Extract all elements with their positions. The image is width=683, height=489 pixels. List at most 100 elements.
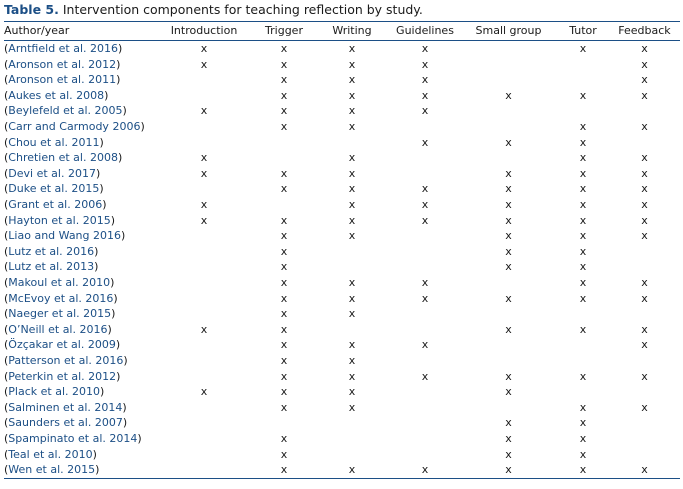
citation-link[interactable]: Lutz et al. 2016 <box>8 244 95 258</box>
component-cell: x <box>390 41 460 57</box>
column-header-small-group: Small group <box>460 21 557 41</box>
component-mark: x <box>280 431 288 445</box>
citation-link[interactable]: Saunders et al. 2007 <box>8 416 123 430</box>
component-cell <box>390 322 460 338</box>
component-mark: x <box>579 431 587 445</box>
citation-link[interactable]: Chou et al. 2011 <box>8 135 100 149</box>
component-mark: x <box>421 57 429 71</box>
citation-link[interactable]: Makoul et al. 2010 <box>8 276 111 289</box>
citation-link[interactable]: Salminen et al. 2014 <box>8 400 123 414</box>
component-cell <box>390 415 460 431</box>
study-citation: (Lutz et al. 2013) <box>4 260 99 274</box>
component-mark: x <box>579 416 587 430</box>
component-mark: x <box>505 447 512 461</box>
citation-link[interactable]: Patterson et al. 2016 <box>8 353 124 367</box>
component-mark: x <box>579 229 587 243</box>
citation-link[interactable]: Wen et al. 2015 <box>8 463 96 477</box>
component-mark: x <box>641 229 648 243</box>
component-cell: x <box>609 400 680 416</box>
component-mark: x <box>348 385 356 399</box>
component-cell <box>609 103 680 119</box>
citation-link[interactable]: Arntfield et al. 2016 <box>8 42 119 56</box>
component-cell: x <box>254 166 314 182</box>
component-cell: x <box>557 244 609 260</box>
component-mark: x <box>579 276 587 289</box>
component-mark: x <box>280 57 288 71</box>
study-citation: (O’Neill et al. 2016) <box>4 322 112 336</box>
component-mark: x <box>280 447 288 461</box>
study-citation: (Chou et al. 2011) <box>4 135 104 149</box>
component-mark: x <box>348 57 356 71</box>
citation-link[interactable]: Naeger et al. 2015 <box>8 307 112 321</box>
component-cell: x <box>609 462 680 479</box>
component-cell: x <box>154 57 254 73</box>
citation-link[interactable]: Aronson et al. 2012 <box>8 57 117 71</box>
component-mark: x <box>505 182 512 196</box>
component-mark: x <box>505 260 512 274</box>
citation-link[interactable]: Aronson et al. 2011 <box>8 73 117 87</box>
component-cell: x <box>460 88 557 104</box>
citation-link[interactable]: Beylefeld et al. 2005 <box>8 104 123 118</box>
component-mark: x <box>421 73 429 87</box>
citation-link[interactable]: Devi et al. 2017 <box>8 166 96 180</box>
component-cell: x <box>314 337 390 353</box>
study-citation: (Naeger et al. 2015) <box>4 307 116 321</box>
component-mark: x <box>579 369 587 383</box>
component-mark: x <box>280 338 288 352</box>
table-row: (Chretien et al. 2008) x x x x <box>4 150 680 166</box>
citation-link[interactable]: Aukes et al. 2008 <box>8 88 105 102</box>
component-cell <box>557 337 609 353</box>
component-cell <box>557 57 609 73</box>
component-cell: x <box>609 181 680 197</box>
table-header-row: Author/year Introduction Trigger Writing Gui… <box>4 21 680 41</box>
citation-link[interactable]: Özçakar et al. 2009 <box>8 338 116 352</box>
citation-link[interactable]: Spampinato et al. 2014 <box>8 431 138 445</box>
component-cell <box>557 384 609 400</box>
component-mark: x <box>505 213 512 227</box>
component-cell: x <box>557 119 609 135</box>
component-mark: x <box>579 447 587 461</box>
citation-link[interactable]: Lutz et al. 2013 <box>8 260 95 274</box>
citation-link[interactable]: Teal et al. 2010 <box>8 447 93 461</box>
citation-link[interactable]: Liao and Wang 2016 <box>8 229 121 243</box>
citation-link[interactable]: Chretien et al. 2008 <box>8 151 118 165</box>
citation-link[interactable]: Plack et al. 2010 <box>8 385 101 399</box>
component-cell: x <box>390 88 460 104</box>
citation-link[interactable]: O’Neill et al. 2016 <box>8 322 108 336</box>
table-row: (Aukes et al. 2008) x x x x x x <box>4 88 680 104</box>
component-cell: x <box>254 72 314 88</box>
component-mark: x <box>505 135 512 149</box>
study-citation: (Hayton et al. 2015) <box>4 213 115 227</box>
component-cell: x <box>460 259 557 275</box>
component-mark: x <box>421 291 429 305</box>
component-mark: x <box>579 135 587 149</box>
component-mark: x <box>280 229 288 243</box>
component-cell: x <box>154 150 254 166</box>
component-cell: x <box>390 57 460 73</box>
component-cell: x <box>390 337 460 353</box>
component-mark: x <box>280 104 288 118</box>
citation-link[interactable]: Hayton et al. 2015 <box>8 213 111 227</box>
component-mark: x <box>505 198 512 212</box>
component-mark: x <box>348 338 356 352</box>
component-mark: x <box>280 42 288 56</box>
component-cell: x <box>609 368 680 384</box>
citation-link[interactable]: Grant et al. 2006 <box>8 198 103 212</box>
component-cell <box>460 306 557 322</box>
component-cell <box>460 353 557 369</box>
component-cell: x <box>154 41 254 57</box>
component-cell <box>154 306 254 322</box>
component-mark: x <box>641 42 648 56</box>
component-cell <box>154 88 254 104</box>
component-cell: x <box>557 400 609 416</box>
citation-link[interactable]: Carr and Carmody 2006 <box>8 120 141 134</box>
component-mark: x <box>348 369 356 383</box>
component-cell: x <box>254 291 314 307</box>
table-header: Author/year Introduction Trigger Writing Gui… <box>4 21 680 41</box>
component-cell <box>154 72 254 88</box>
component-cell: x <box>314 41 390 57</box>
citation-link[interactable]: McEvoy et al. 2016 <box>8 291 114 305</box>
component-mark: x <box>280 88 288 102</box>
citation-link[interactable]: Duke et al. 2015 <box>8 182 100 196</box>
citation-link[interactable]: Peterkin et al. 2012 <box>8 369 117 383</box>
